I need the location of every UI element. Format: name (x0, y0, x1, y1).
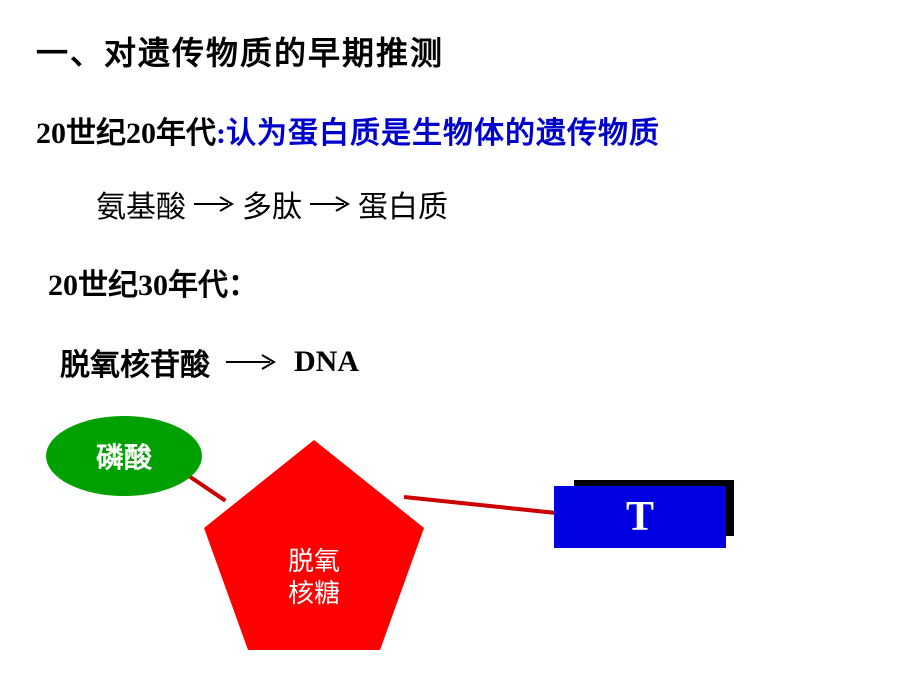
pentagon-icon (204, 440, 424, 650)
phosphate-label: 磷酸 (96, 436, 152, 476)
flow-peptide: 多肽 (242, 182, 302, 226)
dna-flow: 脱氧核苷酸 DNA (60, 340, 359, 384)
flow-amino-acid: 氨基酸 (96, 182, 186, 226)
arrow-icon (192, 195, 236, 213)
phosphate-shape: 磷酸 (46, 416, 202, 496)
section-title: 一、对遗传物质的早期推测 (36, 28, 444, 74)
era-1920s-colon: : (216, 117, 226, 150)
bond-sugar-base (404, 495, 568, 516)
era-1920s-line: 20世纪20年代:认为蛋白质是生物体的遗传物质 (36, 108, 660, 152)
sugar-label: 脱氧 核糖 (204, 546, 424, 610)
arrow-icon (224, 353, 280, 371)
base-letter: T (626, 493, 654, 541)
sugar-label-line1: 脱氧 (288, 547, 340, 576)
flow-dna-text: DNA (294, 345, 359, 379)
nucleotide-diagram: 磷酸 脱氧 核糖 T (0, 400, 920, 690)
era-1930s-line: 20世纪30年代： (48, 260, 258, 304)
era-1920s-hypothesis: 认为蛋白质是生物体的遗传物质 (226, 117, 660, 150)
pentagon-shape (204, 440, 424, 650)
sugar-label-line2: 核糖 (288, 579, 340, 608)
sugar-pentagon: 脱氧 核糖 (204, 440, 424, 650)
protein-flow: 氨基酸 多肽 蛋白质 (96, 182, 448, 226)
flow-protein: 蛋白质 (358, 182, 448, 226)
arrow-icon (308, 195, 352, 213)
flow-nucleotide-text: 脱氧核苷酸 (60, 340, 210, 384)
base-front-rect: T (554, 486, 726, 548)
era-1920s-prefix: 20世纪20年代 (36, 117, 216, 150)
